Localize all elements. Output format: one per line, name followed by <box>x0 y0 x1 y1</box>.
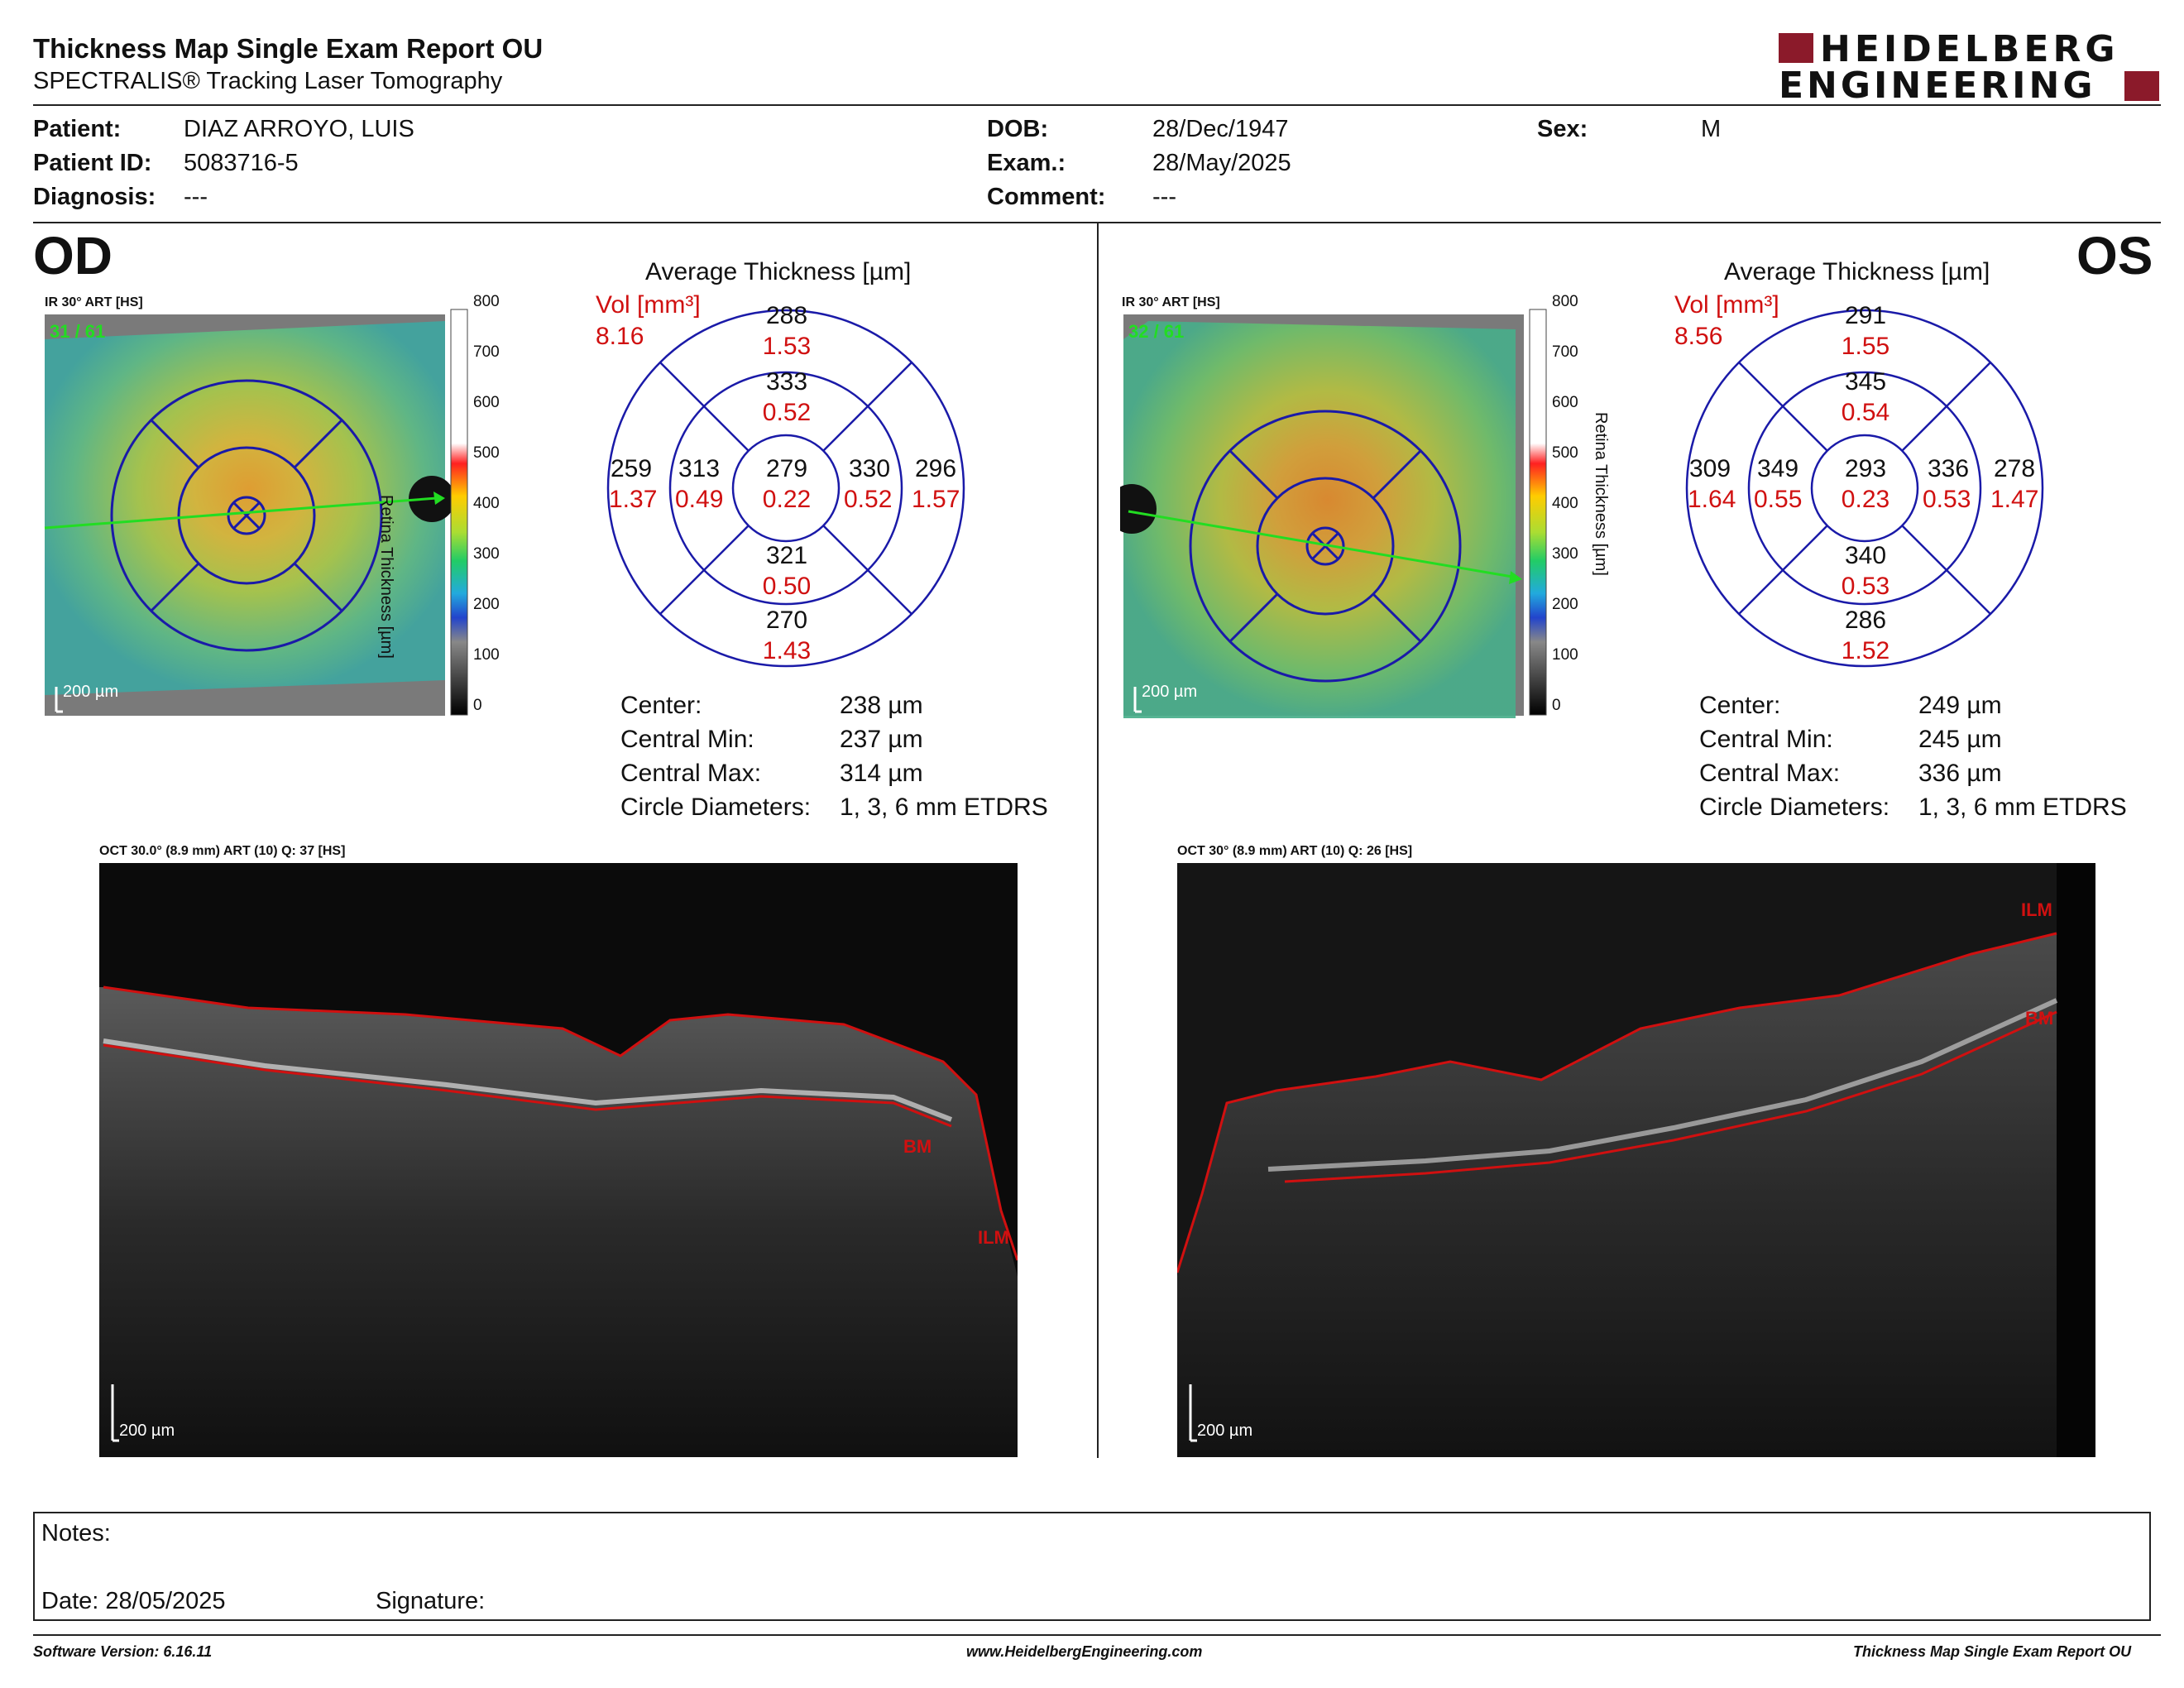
os-max-value: 336 µm <box>1918 760 2002 787</box>
patient-id: 5083716-5 <box>184 150 299 176</box>
os-ir-scale: 200 µm <box>1142 683 1197 701</box>
notes-box[interactable]: Notes: Date: 28/05/2025 Signature: <box>33 1512 2151 1621</box>
exam-value: 28/May/2025 <box>1152 150 1291 176</box>
od-colorbar-label: Retina Thickness [µm] <box>377 495 395 659</box>
od-min-value: 237 µm <box>840 726 923 753</box>
os-etdrs-grid <box>1685 309 2044 668</box>
od-etdrs-grid <box>606 309 965 668</box>
os-min-value: 245 µm <box>1918 726 2002 753</box>
diagnosis-value: --- <box>184 184 208 210</box>
os-avg-thickness-title: Average Thickness [µm] <box>1724 258 1990 285</box>
od-circle-value: 1, 3, 6 mm ETDRS <box>840 794 1048 821</box>
os-center-value: 249 µm <box>1918 692 2002 719</box>
od-vol-label: Vol [mm³] <box>596 291 701 319</box>
patient-id-label: Patient ID: <box>33 150 152 176</box>
os-ilm-tag: ILM <box>2021 899 2052 920</box>
report-title: Thickness Map Single Exam Report OU <box>33 33 544 64</box>
od-ilm-tag: ILM <box>978 1227 1009 1248</box>
os-colorbar-ticks: 800 700 600 500 400 300 200 100 0 <box>1552 293 1578 714</box>
comment-label: Comment: <box>987 184 1106 210</box>
software-version: Software Version: 6.16.11 <box>33 1643 213 1660</box>
od-bm-tag: BM <box>903 1136 932 1157</box>
os-eye-label: OS <box>2076 226 2153 285</box>
od-ir-scale: 200 µm <box>63 683 118 701</box>
os-colorbar-label: Retina Thickness [µm] <box>1592 412 1610 576</box>
od-oct-bscan: BM ILM 200 µm <box>99 863 1018 1457</box>
notes-label: Notes: <box>41 1520 111 1547</box>
od-max-label: Central Max: <box>620 760 762 787</box>
os-ir-label: IR 30° ART [HS] <box>1122 295 1220 309</box>
os-bm-tag: BM <box>2025 1008 2053 1029</box>
od-colorbar-ticks: 800 700 600 500 400 300 200 100 0 <box>473 293 500 714</box>
heidelberg-logo: HEIDELBERG ENGINEERING <box>1779 28 2159 107</box>
os-oct-bscan: ILM BM 200 µm <box>1177 863 2095 1457</box>
diagnosis-label: Diagnosis: <box>33 184 156 210</box>
od-min-label: Central Min: <box>620 726 754 753</box>
comment-value: --- <box>1152 184 1176 210</box>
os-oct-label: OCT 30° (8.9 mm) ART (10) Q: 26 [HS] <box>1177 844 1413 858</box>
od-avg-thickness-title: Average Thickness [µm] <box>645 258 912 285</box>
od-max-value: 314 µm <box>840 760 923 787</box>
dob-label: DOB: <box>987 116 1049 142</box>
sex-label: Sex: <box>1537 116 1588 142</box>
od-circle-label: Circle Diameters: <box>620 794 812 821</box>
exam-label: Exam.: <box>987 150 1066 176</box>
od-eye-label: OD <box>33 226 113 285</box>
od-frame-counter: 31 / 61 <box>50 321 105 342</box>
sex-value: M <box>1701 116 1722 142</box>
os-vol-total: 8.56 <box>1674 323 1723 350</box>
od-oct-scale: 200 µm <box>119 1422 175 1440</box>
footer-report-name: Thickness Map Single Exam Report OU <box>1853 1643 2132 1660</box>
os-max-label: Central Max: <box>1699 760 1841 787</box>
od-fundus-thickness-map: 31 / 61 200 µm <box>44 309 468 716</box>
od-center-value: 238 µm <box>840 692 923 719</box>
patient-label: Patient: <box>33 116 122 142</box>
os-fundus-thickness-map: 32 / 61 200 µm <box>1120 309 1547 718</box>
website-link[interactable]: www.HeidelbergEngineering.com <box>966 1643 1203 1660</box>
logo-line-1: HEIDELBERG <box>1820 28 2119 70</box>
od-vol-total: 8.16 <box>596 323 644 350</box>
os-circle-label: Circle Diameters: <box>1699 794 1890 821</box>
os-center-label: Center: <box>1699 692 1781 719</box>
dob-value: 28/Dec/1947 <box>1152 116 1289 142</box>
patient-name: DIAZ ARROYO, LUIS <box>184 116 414 142</box>
os-frame-counter: 32 / 61 <box>1128 321 1184 342</box>
od-ir-label: IR 30° ART [HS] <box>45 295 143 309</box>
os-min-label: Central Min: <box>1699 726 1833 753</box>
od-center-label: Center: <box>620 692 702 719</box>
logo-line-2: ENGINEERING <box>1779 65 2096 107</box>
report-subtitle: SPECTRALIS® Tracking Laser Tomography <box>33 68 503 94</box>
os-oct-scale: 200 µm <box>1197 1422 1252 1440</box>
od-oct-label: OCT 30.0° (8.9 mm) ART (10) Q: 37 [HS] <box>99 844 346 858</box>
os-circle-value: 1, 3, 6 mm ETDRS <box>1918 794 2127 821</box>
date-label: Date: 28/05/2025 <box>41 1588 226 1614</box>
signature-label: Signature: <box>376 1588 486 1614</box>
os-vol-label: Vol [mm³] <box>1674 291 1779 319</box>
